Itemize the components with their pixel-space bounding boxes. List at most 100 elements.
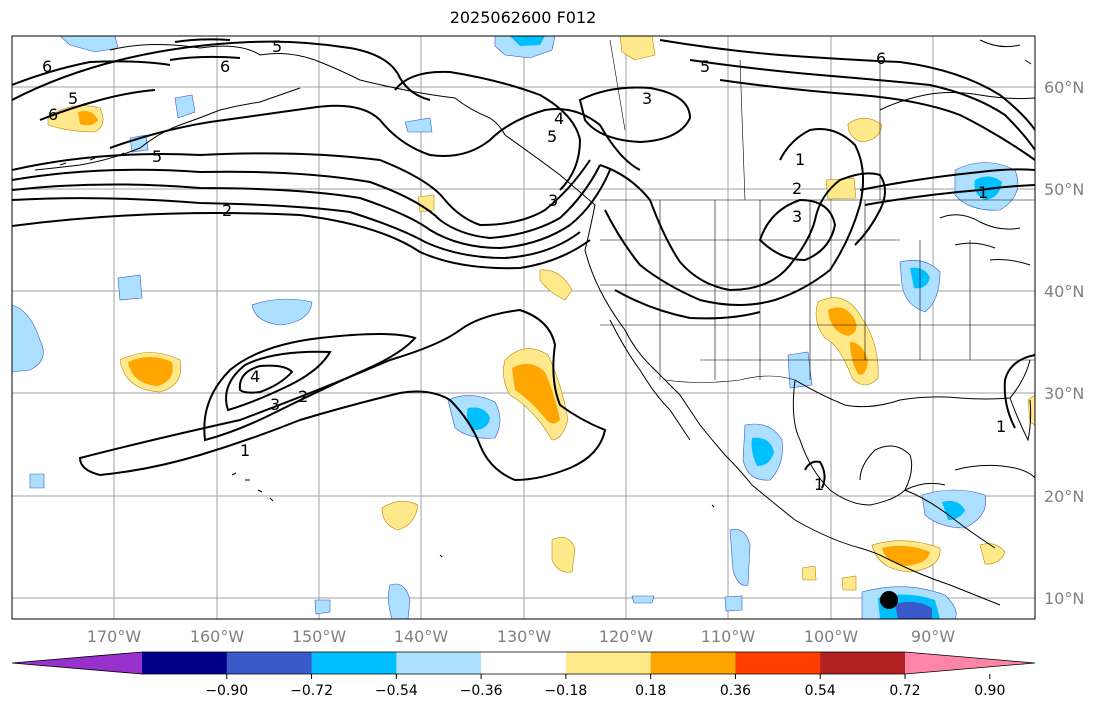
lon-label: 160°W	[190, 627, 245, 646]
yucatan	[904, 482, 946, 491]
contour-label: 5	[272, 37, 282, 56]
negative-area	[787, 351, 813, 389]
positive-area	[417, 194, 435, 213]
contour-line	[12, 197, 581, 260]
shaded-fields	[12, 36, 1035, 619]
colorbar-tick-label: 0.18	[635, 683, 666, 699]
hudson-coast	[879, 92, 1035, 111]
colorbar-extend-min	[12, 652, 142, 674]
contour-line	[578, 86, 692, 144]
contour-label: 1	[996, 417, 1006, 436]
contour-label: 1	[795, 150, 805, 169]
contour-label: 5	[152, 147, 162, 166]
central-america	[889, 489, 1001, 606]
positive-area	[512, 363, 560, 424]
positive-area	[381, 500, 419, 531]
contour-line	[719, 79, 1035, 161]
contour-line	[659, 39, 1035, 131]
negative-area	[466, 407, 490, 430]
negative-area	[314, 599, 331, 615]
negative-area	[388, 583, 411, 619]
contour-line	[109, 104, 641, 171]
positive-area	[128, 357, 173, 386]
contour-label: 3	[548, 191, 558, 210]
negative-area	[895, 601, 932, 619]
contours	[12, 38, 1035, 489]
islands	[439, 504, 715, 558]
baja	[609, 319, 691, 441]
contour-line	[78, 308, 607, 482]
contour-label: 5	[68, 89, 78, 108]
contour-label: 5	[547, 127, 557, 146]
contour-line	[12, 60, 171, 86]
contour-label: 6	[48, 105, 58, 124]
positive-area	[801, 565, 817, 581]
colorbar-tick-label: −0.36	[460, 683, 503, 699]
contour-line	[12, 164, 601, 240]
contour-line	[169, 38, 241, 61]
cuba	[954, 464, 1035, 479]
lon-label: 110°W	[701, 627, 756, 646]
negative-area	[59, 36, 119, 53]
contour-line	[599, 164, 886, 292]
contour-label: 3	[642, 89, 652, 108]
lon-label: 90°W	[911, 627, 955, 646]
latitude-labels: 60°N 50°N 40°N 30°N 20°N 10°N	[1044, 78, 1084, 608]
colorbar-tick-label: 0.90	[974, 683, 1005, 699]
contour-line	[238, 364, 294, 394]
negative-area	[29, 473, 45, 489]
positive-area	[828, 307, 857, 336]
contour-line	[203, 333, 417, 442]
contour-label: 6	[876, 49, 886, 68]
colorbar-tick-label: −0.54	[375, 683, 418, 699]
contour-line	[758, 198, 837, 262]
lon-label: 120°W	[599, 627, 654, 646]
positive-area	[882, 545, 930, 566]
great-lakes	[939, 214, 1031, 266]
contour-line	[859, 168, 1035, 191]
marker-dot	[880, 591, 898, 609]
contour-label: 3	[270, 395, 280, 414]
contour-label: 4	[250, 367, 260, 386]
negative-area	[751, 437, 774, 466]
contour-label: 1	[240, 441, 250, 460]
contour-label: 2	[298, 387, 308, 406]
colorbar-swatch	[396, 652, 482, 674]
colorbar-tick-label: −0.90	[205, 683, 248, 699]
contour-label: 1	[978, 183, 988, 202]
florida	[1009, 397, 1032, 442]
colorbar-swatch	[650, 652, 736, 674]
lat-label: 50°N	[1044, 180, 1084, 199]
positive-area	[841, 575, 857, 591]
positive-area	[551, 537, 576, 573]
negative-area	[729, 529, 751, 586]
contour-label: 4	[554, 109, 564, 128]
positive-area	[539, 269, 573, 301]
contour-line	[225, 350, 332, 412]
lon-label: 100°W	[804, 627, 859, 646]
negative-area	[724, 595, 743, 612]
contour-label: 6	[42, 57, 52, 76]
contour-line	[1003, 354, 1035, 429]
positive-area	[619, 36, 656, 61]
lon-label: 140°W	[394, 627, 449, 646]
colorbar-swatch	[735, 652, 821, 674]
contour-line	[804, 460, 826, 489]
plot-frame	[11, 35, 1036, 620]
contour-line	[12, 40, 431, 101]
contour-label: 1	[814, 475, 824, 494]
lat-label: 20°N	[1044, 487, 1084, 506]
colorbar-outline	[11, 651, 1036, 675]
gulf-coast	[792, 359, 1031, 506]
contour-label: 3	[792, 207, 802, 226]
colorbar-tick-label: −0.18	[544, 683, 587, 699]
contour-label: 2	[792, 179, 802, 198]
negative-area	[12, 304, 44, 373]
contour-line	[689, 59, 1035, 151]
negative-area	[404, 117, 433, 133]
colorbar-tick-label: 0.54	[805, 683, 836, 699]
colorbar-extend-max	[905, 652, 1035, 674]
contour-line	[604, 128, 865, 306]
colorbar-tick-label: 0.72	[889, 683, 920, 699]
